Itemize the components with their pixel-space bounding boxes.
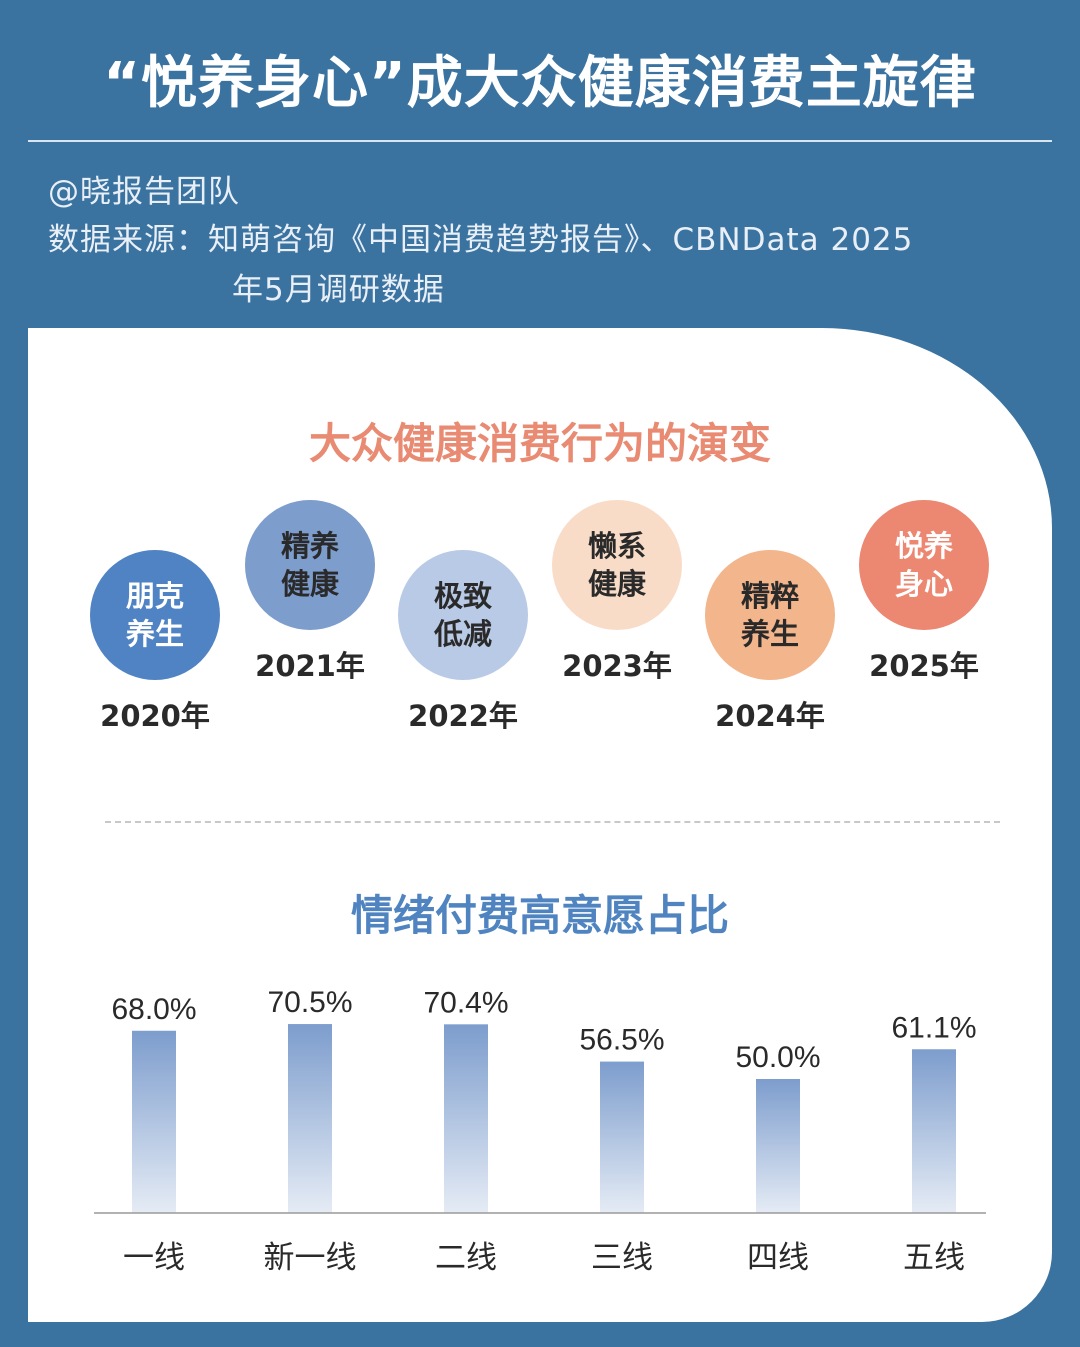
timeline-circle: 朋克养生 <box>90 550 220 680</box>
chart-title: 情绪付费高意愿占比 <box>350 891 729 940</box>
timeline-title: 大众健康消费行为的演变 <box>308 419 771 468</box>
timeline-circle: 精养健康 <box>245 500 375 630</box>
bar <box>600 1061 644 1213</box>
timeline-year: 2023年 <box>562 649 672 683</box>
bar <box>912 1049 956 1213</box>
bar <box>132 1030 176 1213</box>
timeline-circle: 懒系健康 <box>552 500 682 630</box>
timeline-year: 2024年 <box>715 699 825 733</box>
data-label: 68.0% <box>111 993 196 1026</box>
source-line-2: 年5月调研数据 <box>232 272 445 308</box>
category-label: 二线 <box>435 1240 497 1276</box>
timeline-label: 精养健康 <box>280 529 339 601</box>
bar <box>756 1079 800 1213</box>
category-label: 五线 <box>903 1240 965 1276</box>
timeline-year: 2021年 <box>255 649 365 683</box>
timeline-label: 悦养身心 <box>894 529 953 601</box>
timeline-label: 懒系健康 <box>587 529 646 601</box>
category-label: 三线 <box>591 1240 653 1276</box>
data-label: 56.5% <box>579 1024 664 1057</box>
timeline-label: 极致低减 <box>433 579 492 651</box>
section-divider <box>105 821 1000 823</box>
category-label: 新一线 <box>264 1240 357 1276</box>
data-label: 70.4% <box>423 986 508 1019</box>
timeline-circle: 精粹养生 <box>705 550 835 680</box>
timeline-circle: 悦养身心 <box>859 500 989 630</box>
author: @晓报告团队 <box>48 174 240 210</box>
page-title: “悦养身心”成大众健康消费主旋律 <box>103 51 977 116</box>
header-divider <box>28 140 1052 142</box>
timeline-year: 2025年 <box>869 649 979 683</box>
category-label: 一线 <box>123 1240 185 1276</box>
source-line-1: 数据来源：知萌咨询《中国消费趋势报告》、CBNData 2025 <box>48 222 914 258</box>
data-label: 61.1% <box>891 1011 976 1044</box>
data-label: 70.5% <box>267 986 352 1019</box>
timeline-circle: 极致低减 <box>398 550 528 680</box>
category-label: 四线 <box>747 1240 809 1276</box>
bar <box>288 1024 332 1213</box>
timeline-label: 朋克养生 <box>125 579 184 651</box>
content-panel <box>28 328 1052 1322</box>
timeline-year: 2022年 <box>408 699 518 733</box>
timeline-label: 精粹养生 <box>740 579 799 651</box>
timeline-year: 2020年 <box>100 699 210 733</box>
bar <box>444 1024 488 1213</box>
data-label: 50.0% <box>735 1041 820 1074</box>
